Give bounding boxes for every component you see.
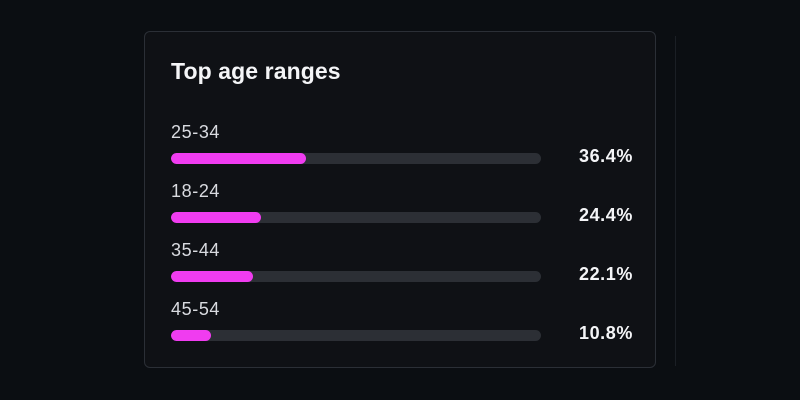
age-range-row-25-34: 25-34 36.4% [171,122,633,168]
progress-track [171,153,541,164]
age-range-row-45-54: 45-54 10.8% [171,299,633,345]
card-title: Top age ranges [171,58,341,84]
age-range-percent: 22.1% [578,264,633,284]
progress-fill [171,153,306,164]
age-range-label: 45-54 [171,299,221,319]
progress-fill [171,271,253,282]
progress-fill [171,212,262,223]
progress-track [171,271,541,282]
age-range-row-18-24: 18-24 24.4% [171,181,633,227]
age-range-label: 25-34 [171,122,221,142]
age-range-label: 35-44 [171,240,221,260]
age-range-percent: 24.4% [578,205,633,225]
progress-fill [171,330,211,341]
age-ranges-card: Top age ranges 25-34 36.4% 18-24 24.4% 3… [144,31,656,368]
progress-track [171,212,541,223]
age-range-label: 18-24 [171,181,221,201]
adjacent-panel-edge [675,36,676,366]
age-range-row-35-44: 35-44 22.1% [171,240,633,286]
progress-track [171,330,541,341]
age-range-percent: 36.4% [578,146,633,166]
age-range-percent: 10.8% [578,323,633,343]
